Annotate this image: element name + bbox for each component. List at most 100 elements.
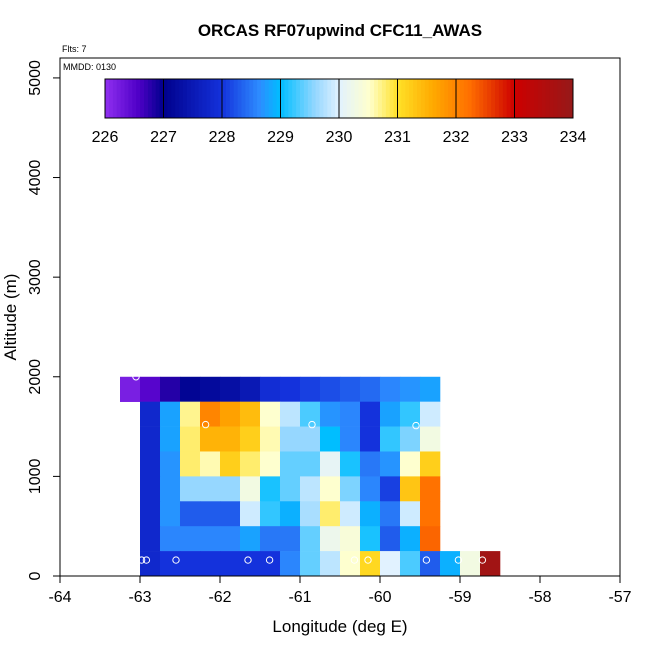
heatmap-cell [140,426,161,452]
heatmap-cell [240,426,261,452]
colorbar-tick-label: 227 [150,129,177,146]
x-tick-label: -60 [368,589,391,606]
heatmap-cell [480,551,501,577]
colorbar-segment [483,79,488,118]
colorbar-segment [147,79,153,118]
colorbar-segment [136,79,141,118]
heatmap-cell [240,401,261,427]
colorbar-segment [428,79,433,118]
heatmap-cell [340,551,361,577]
heatmap-cell [180,476,201,502]
heatmap-cell [240,551,261,577]
colorbar-segment [510,79,515,118]
colorbar-segment [537,79,543,118]
colorbar-segment [397,79,402,118]
colorbar-segment [268,79,274,118]
colorbar-segment [413,79,418,118]
heatmap-cell [400,501,421,527]
heatmap-cell [420,526,441,552]
heatmap-cell [320,526,341,552]
colorbar-segment [389,79,394,118]
heatmap-cell [140,376,161,402]
colorbar-segment [506,79,511,118]
sample-point [422,556,431,564]
colorbar-segment [253,79,258,118]
colorbar-segment [366,79,371,118]
heatmap-cell [160,476,181,502]
x-tick-label: -59 [448,589,471,606]
heatmap-cell [360,501,381,527]
heatmap-cell [360,376,381,402]
heatmap-cell [200,401,221,427]
heatmap-cell [180,526,201,552]
sample-point [132,373,140,381]
y-tick-label: 0 [27,571,44,580]
heatmap-cell [420,376,441,402]
colorbar-segment [249,79,254,118]
heatmap-cell [260,526,281,552]
heatmap-cell [220,401,241,427]
colorbar-segment [112,79,118,118]
heatmap-cell [380,501,401,527]
heatmap-cell [220,476,241,502]
colorbar-segment [456,79,461,118]
heatmap-cell [460,551,481,577]
colorbar-segment [498,79,504,118]
sample-point [265,556,274,564]
colorbar-segment [545,79,550,118]
heatmap-cell [320,476,341,502]
heatmap-cell [300,476,321,502]
colorbar-segment [159,79,164,118]
heatmap-cell [320,426,341,452]
heatmap-cell [360,401,381,427]
colorbar-segment [339,79,344,118]
colorbar-segment [350,79,355,118]
x-tick-label: -63 [128,589,151,606]
heatmap-cell [180,401,201,427]
heatmap-cell [340,476,361,502]
colorbar-segment [132,79,137,118]
heatmap-cell [420,451,441,477]
colorbar-segment [467,79,472,118]
colorbar-segment [401,79,406,118]
heatmap-cell [180,551,201,577]
sample-point [308,420,316,429]
colorbar-segment [206,79,211,118]
heatmap-cell [220,376,241,402]
colorbar-segment [346,79,352,118]
colorbar-tick-label: 234 [560,129,587,146]
heatmap-cell [140,451,161,477]
y-axis-label: Altitude (m) [1,274,20,361]
heatmap-cell [380,376,401,402]
heatmap-cell [400,376,421,402]
sample-point [412,421,420,430]
heatmap-cell [380,401,401,427]
heatmap-cell [360,551,381,577]
heatmap-cell [400,451,421,477]
heatmap-cell [260,401,281,427]
heatmap-cell [340,376,361,402]
colorbar-tick-label: 229 [267,129,294,146]
colorbar-segment [272,79,277,118]
heatmap-cell [340,426,361,452]
colorbar-segment [190,79,196,118]
sample-point [244,556,252,564]
heatmap-cell [400,401,421,427]
heatmap-cell [420,426,441,452]
colorbar-segment [479,79,484,118]
colorbar-segment [229,79,235,118]
sample-point [137,556,146,564]
sample-point [350,556,359,564]
colorbar-segment [155,79,160,118]
colorbar-segment [420,79,426,118]
y-tick-label: 4000 [27,160,44,196]
y-axis: 0 1000 2000 3000 4000 5000 [27,60,60,580]
colorbar-tick-label: 232 [443,129,470,146]
heatmap-cell [120,376,141,402]
colorbar-segment [179,79,184,118]
heatmap-cell [180,451,201,477]
heatmap-cell [180,426,201,452]
heatmap-cell [200,451,221,477]
colorbar-segment [459,79,465,118]
colorbar-segment [553,79,558,118]
